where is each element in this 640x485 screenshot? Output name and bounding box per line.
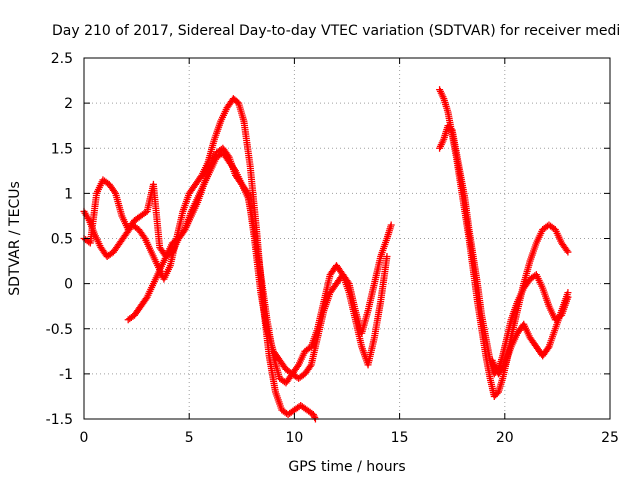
series-6 [488,289,572,378]
data-point [564,248,572,256]
plot-frame [83,57,611,420]
data-point [564,289,572,297]
data-point [309,410,317,418]
data-point [544,344,552,352]
y-axis-label: SDTVAR / TECUs [7,181,23,296]
y-tick-label: -1.5 [46,412,73,428]
series-3 [124,149,391,387]
data-point [338,269,346,277]
chart-title: Day 210 of 2017, Sidereal Day-to-day VTE… [52,23,620,39]
y-tick-label: 1 [64,186,73,202]
x-tick-label: 5 [185,430,194,446]
data-point [387,221,395,229]
x-tick-label: 20 [496,430,514,446]
y-tick-label: 1.5 [51,141,73,157]
data-point [311,413,319,421]
x-tick-label: 25 [601,430,619,446]
x-tick-label: 10 [285,430,303,446]
y-tick-label: 0.5 [51,232,73,248]
data-point [180,227,188,235]
data-layer [80,86,572,423]
data-point [310,412,318,420]
y-tick-label: 0 [64,277,73,293]
x-tick-label: 0 [80,430,89,446]
data-point [306,362,314,370]
data-point [383,253,391,261]
data-point [111,188,119,196]
y-tick-label: -1 [59,367,73,383]
x-tick-label: 15 [391,430,409,446]
data-point [447,125,455,133]
y-tick-label: -0.5 [46,322,73,338]
grid-layer [84,58,610,419]
data-point [500,362,508,370]
data-point [563,247,571,255]
y-tick-label: 2.5 [51,51,73,67]
x-axis-label: GPS time / hours [288,459,405,475]
y-tick-label: 2 [64,96,73,112]
tick-layer: 0 5 10 15 20 25 -1.5 -1 -0.5 0 0.5 1 1.5 2 2.5 [46,51,619,446]
